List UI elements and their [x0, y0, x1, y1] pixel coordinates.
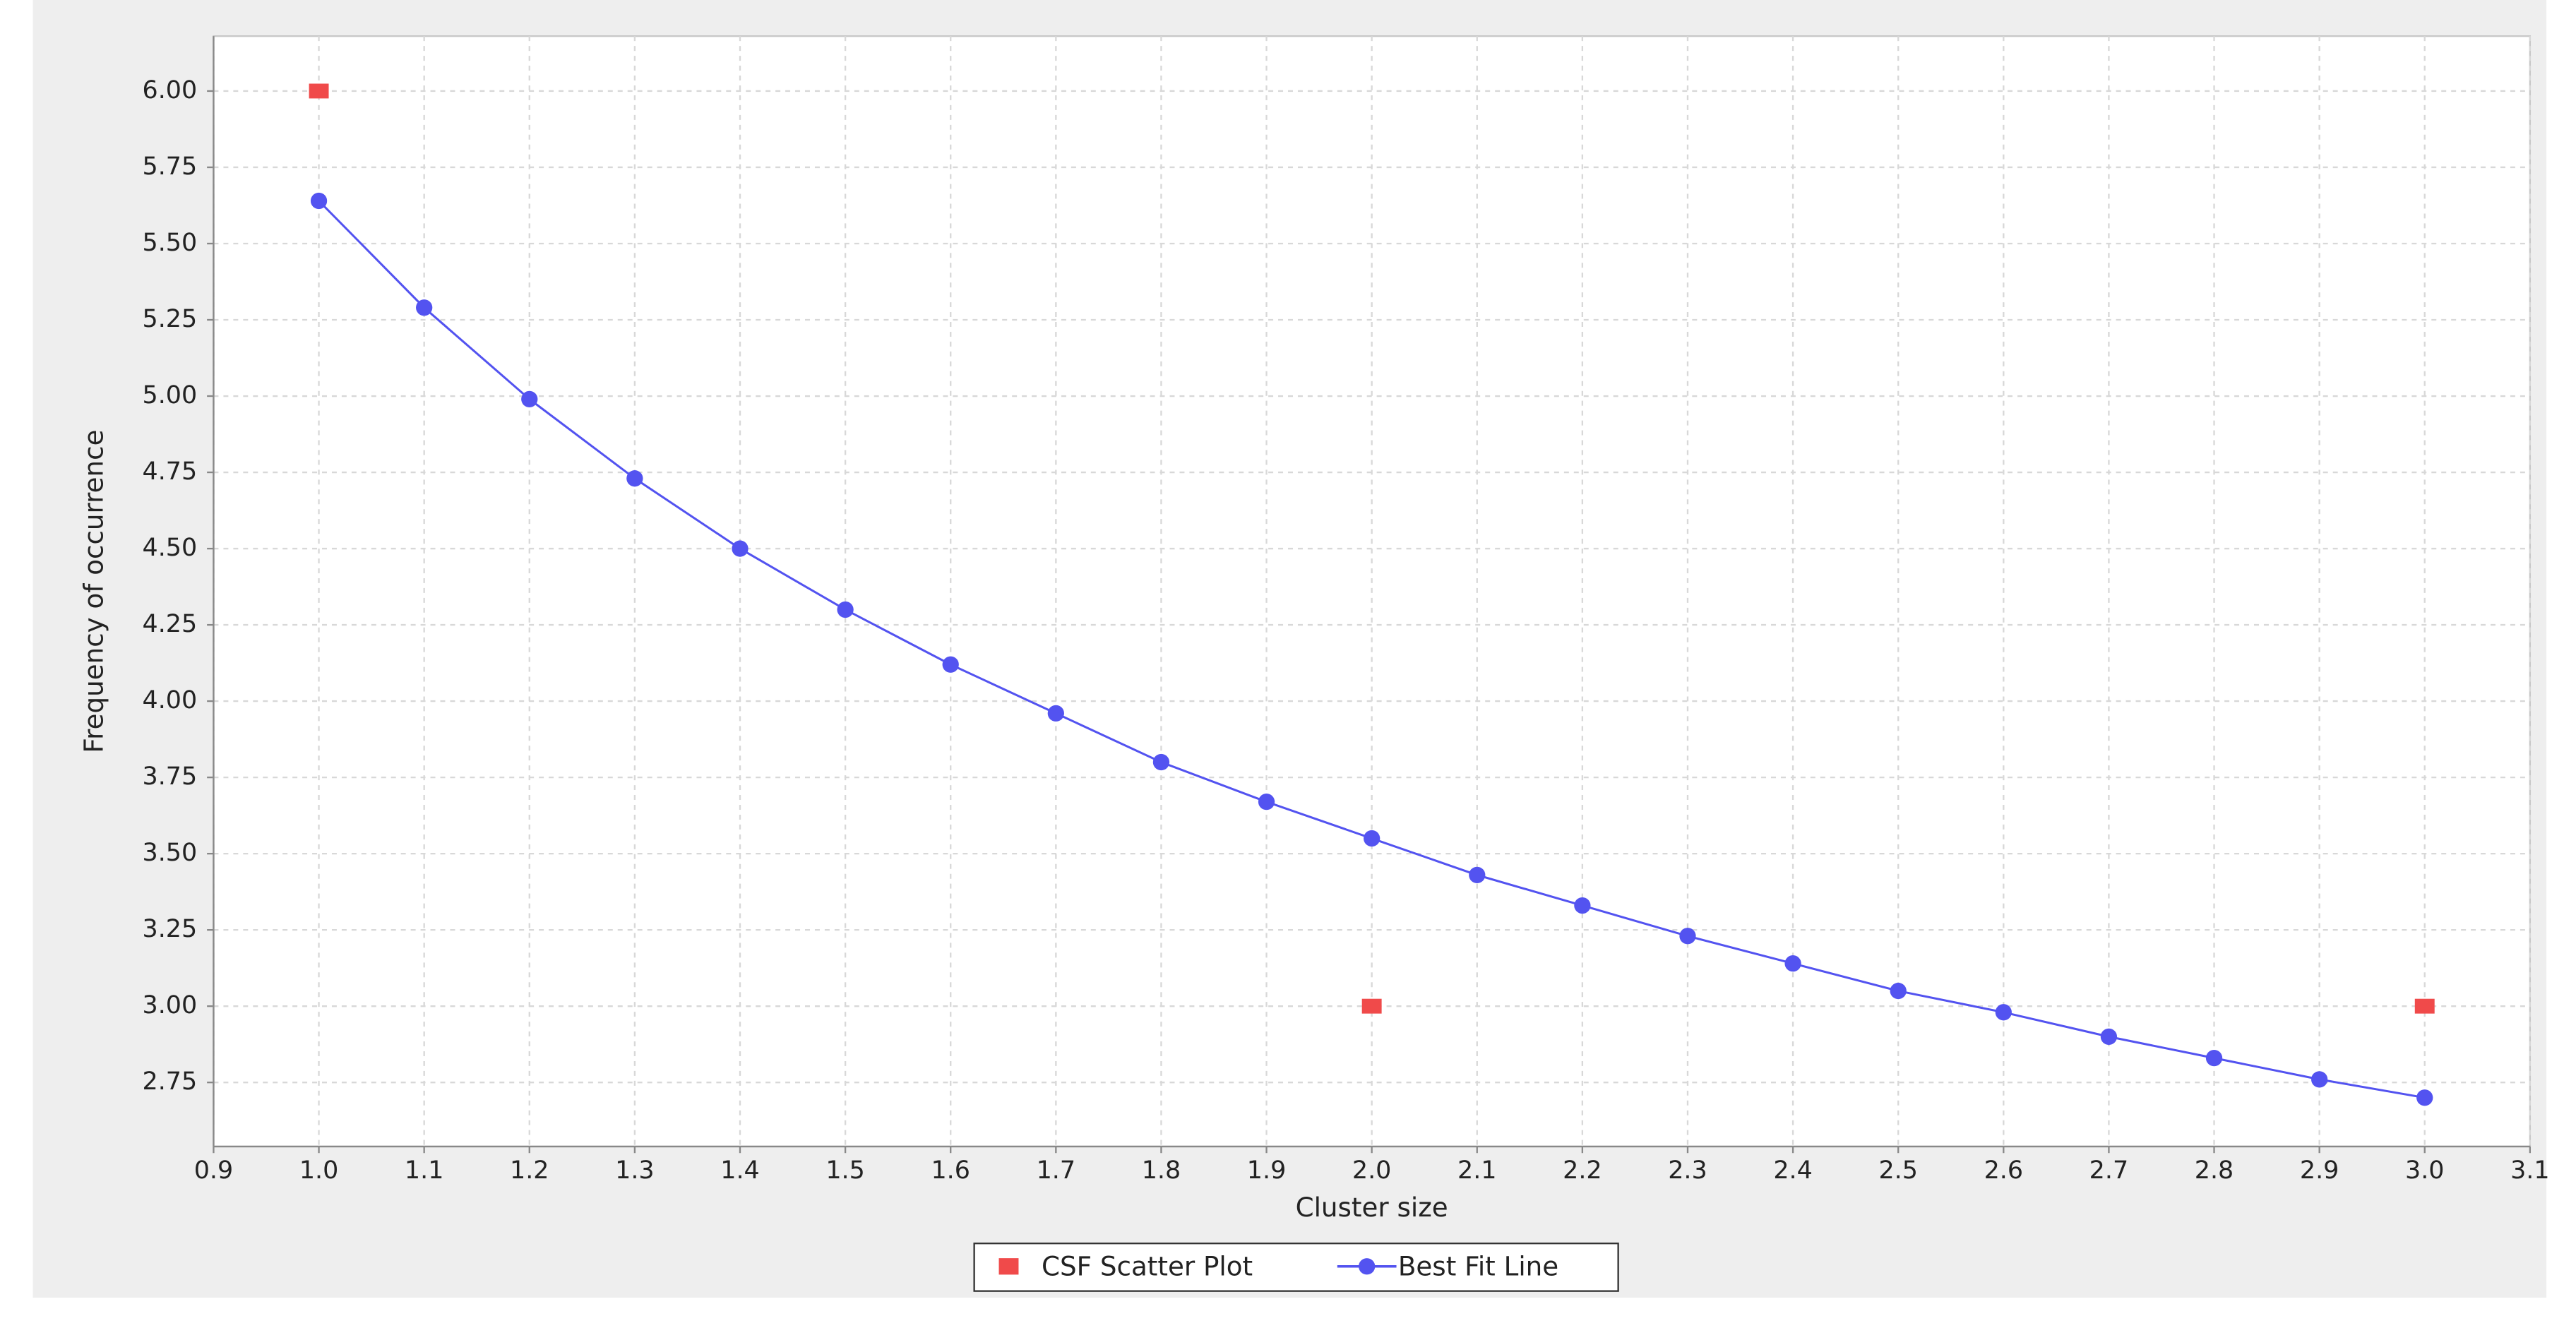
y-tick-label: 5.00 — [143, 381, 198, 409]
x-tick-label: 1.6 — [931, 1156, 970, 1185]
x-tick-label: 1.8 — [1142, 1156, 1181, 1185]
y-tick-label: 6.00 — [143, 76, 198, 104]
x-tick-label: 2.5 — [1878, 1156, 1917, 1185]
x-tick-label: 2.0 — [1352, 1156, 1391, 1185]
line-point — [416, 299, 433, 316]
x-tick-label: 2.7 — [2089, 1156, 2128, 1185]
line-point — [1258, 794, 1275, 810]
y-tick-label: 4.25 — [143, 610, 198, 638]
line-point — [2311, 1071, 2328, 1088]
y-tick-label: 4.00 — [143, 686, 198, 714]
x-tick-label: 3.1 — [2510, 1156, 2549, 1185]
scatter-point — [309, 83, 329, 99]
x-tick-label: 2.3 — [1668, 1156, 1707, 1185]
x-tick-label: 1.4 — [720, 1156, 759, 1185]
x-tick-label: 1.5 — [825, 1156, 864, 1185]
x-tick-label: 1.0 — [299, 1156, 338, 1185]
y-tick-label: 3.00 — [143, 991, 198, 1019]
line-point — [521, 390, 538, 407]
line-point — [1890, 982, 1907, 1000]
legend-label: Best Fit Line — [1398, 1251, 1558, 1282]
line-point — [2100, 1028, 2118, 1046]
x-axis-label: Cluster size — [1296, 1192, 1448, 1223]
y-tick-label: 5.25 — [143, 305, 198, 333]
line-point — [1469, 866, 1486, 884]
y-tick-label: 3.50 — [143, 839, 198, 867]
x-tick-label: 1.9 — [1247, 1156, 1286, 1185]
y-tick-label: 5.50 — [143, 229, 198, 257]
line-point — [1047, 705, 1064, 722]
legend-label: CSF Scatter Plot — [1042, 1251, 1253, 1282]
legend-symbol — [998, 1258, 1019, 1275]
x-tick-label: 2.6 — [1984, 1156, 2023, 1185]
legend-box — [973, 1243, 1619, 1292]
line-point — [2205, 1049, 2223, 1067]
x-tick-label: 2.4 — [1773, 1156, 1812, 1185]
scatter-point — [2414, 998, 2435, 1014]
line-point — [2416, 1089, 2433, 1106]
scatter-point — [1361, 998, 1382, 1014]
line-point — [732, 540, 749, 557]
x-tick-label: 2.1 — [1457, 1156, 1496, 1185]
line-point — [310, 192, 328, 210]
x-tick-label: 1.1 — [405, 1156, 443, 1185]
line-point — [1995, 1004, 2012, 1021]
x-tick-label: 3.0 — [2405, 1156, 2444, 1185]
x-tick-label: 2.2 — [1563, 1156, 1602, 1185]
y-tick-label: 5.75 — [143, 152, 198, 181]
legend: CSF Scatter Plot Best Fit Line — [973, 1243, 1619, 1292]
line-point — [1679, 928, 1696, 945]
line-point — [1364, 830, 1381, 847]
y-tick-label: 4.75 — [143, 457, 198, 486]
y-tick-label: 3.75 — [143, 762, 198, 791]
line-point — [1152, 753, 1170, 771]
legend-symbol — [1359, 1258, 1376, 1275]
y-tick-label: 3.25 — [143, 915, 198, 943]
line-point — [626, 470, 643, 487]
x-tick-label: 1.3 — [615, 1156, 654, 1185]
y-axis-label: Frequency of occurrence — [78, 430, 109, 753]
x-tick-label: 2.9 — [2300, 1156, 2339, 1185]
x-tick-label: 0.9 — [194, 1156, 233, 1185]
line-point — [942, 656, 959, 673]
x-tick-label: 2.8 — [2195, 1156, 2234, 1185]
y-tick-label: 4.50 — [143, 534, 198, 562]
x-tick-label: 1.7 — [1037, 1156, 1075, 1185]
line-point — [1574, 897, 1591, 914]
line-point — [1784, 955, 1801, 972]
y-tick-label: 2.75 — [143, 1067, 198, 1096]
line-point — [837, 601, 854, 618]
x-tick-label: 1.2 — [510, 1156, 549, 1185]
